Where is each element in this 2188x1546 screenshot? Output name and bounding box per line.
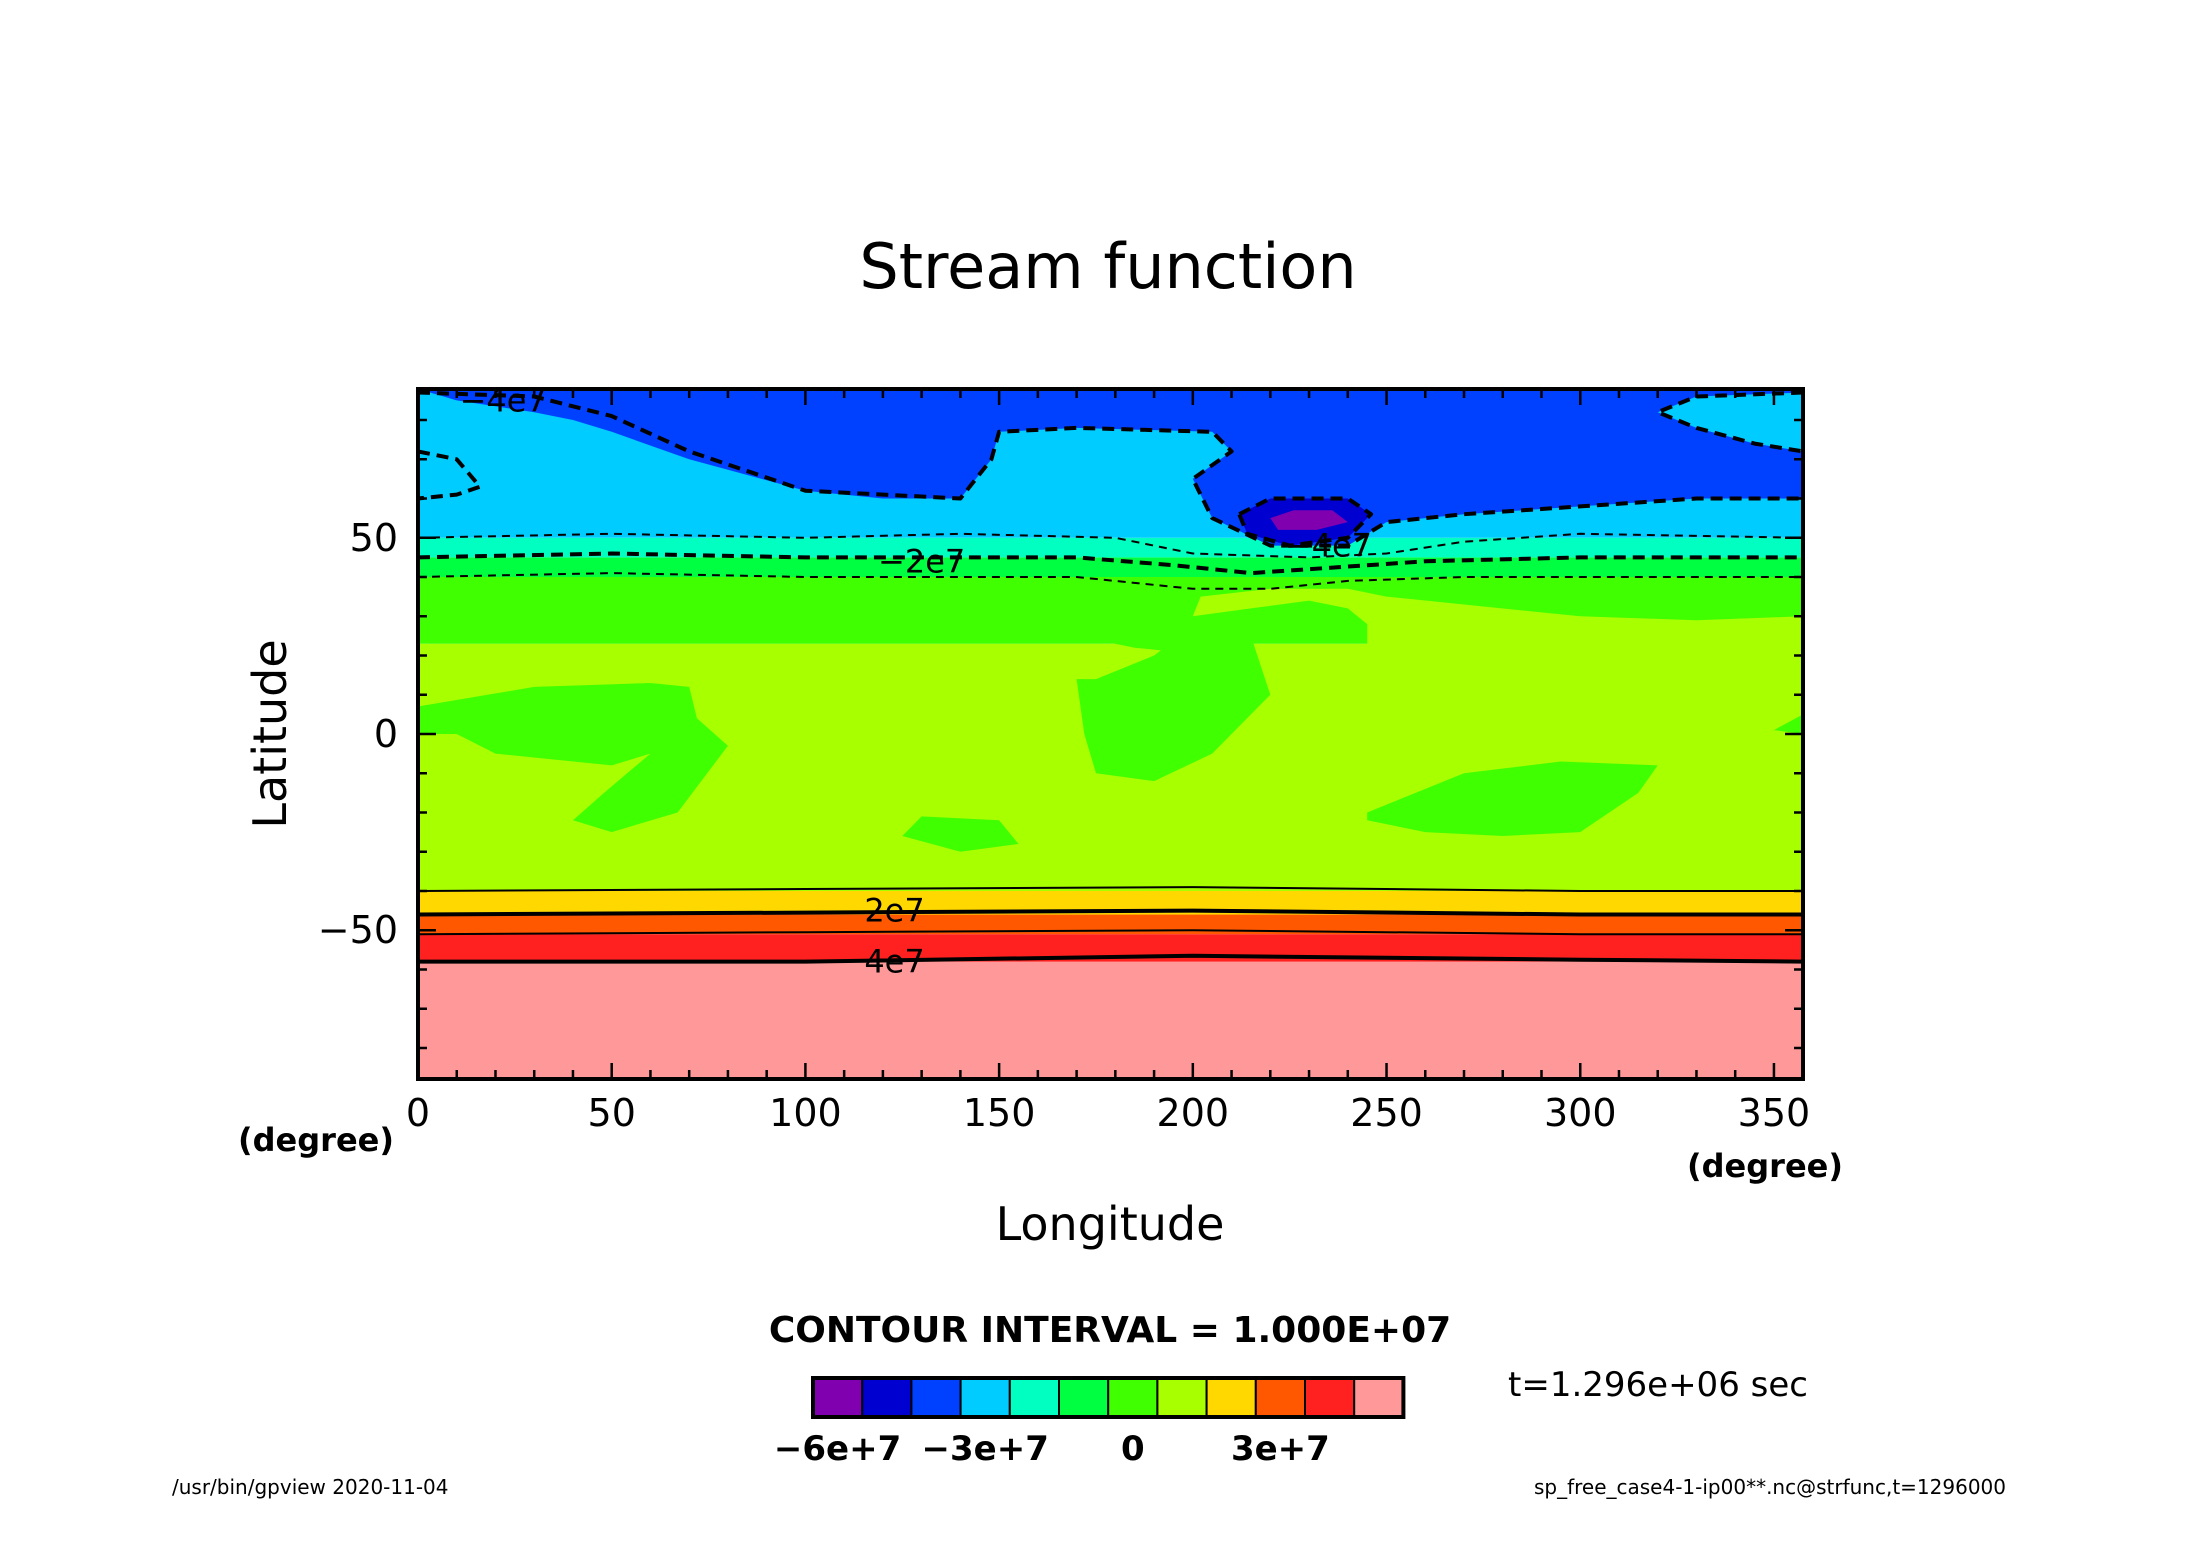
contour-region-5: [1192, 588, 1803, 668]
contour-region-7: [902, 816, 1019, 852]
contour-region-1: [418, 451, 480, 499]
chart-title: Stream function: [859, 230, 1356, 303]
x-unit-left: (degree): [238, 1121, 394, 1159]
colorbar-cell-8: [1205, 1377, 1257, 1418]
contour-label-2: −4e7: [1285, 527, 1372, 565]
contour-fills: [418, 389, 1803, 1079]
colorbar-frame: [811, 1376, 1406, 1419]
colorbar-cell-6: [1107, 1377, 1159, 1418]
colorbar: −6e+7 −3e+7 0 3e+7: [774, 1376, 1406, 1469]
axis-ticks: [416, 389, 1803, 1079]
contour-line-0: [418, 390, 1803, 548]
colorbar-tick-label: 3e+7: [1231, 1429, 1330, 1469]
contour-band-2: [418, 914, 1803, 935]
contour-label-4: 4e7: [864, 943, 924, 981]
contour-interval-label: CONTOUR INTERVAL = 1.000E+07: [769, 1310, 1451, 1351]
x-tick-label: 250: [1350, 1091, 1423, 1135]
contour-label-1: −2e7: [878, 542, 965, 580]
contour-region-0: [418, 389, 1803, 546]
contour-label-3: 2e7: [864, 892, 924, 930]
x-tick-label: 100: [769, 1091, 842, 1135]
y-axis-tick-labels: −50 0 50: [318, 516, 398, 952]
y-tick-label: 0: [374, 712, 398, 756]
y-tick-label: −50: [318, 908, 398, 952]
contour-line-9: [418, 929, 1803, 936]
x-tick-label: 50: [588, 1091, 636, 1135]
x-axis-label: Longitude: [996, 1197, 1225, 1251]
contour-line-3: [1237, 496, 1373, 548]
colorbar-cell-3: [959, 1377, 1011, 1418]
footer-right: sp_free_case4-1-ip00**.nc@strfunc,t=1296…: [1534, 1475, 2006, 1499]
time-label: t=1.296e+06 sec: [1508, 1365, 1808, 1405]
contour-line-2: [1655, 390, 1803, 454]
contour-line-4: [418, 532, 1803, 559]
contour-band-0: [418, 961, 1803, 1079]
contour-line-10: [418, 953, 1803, 964]
colorbar-cell-7: [1156, 1377, 1208, 1418]
x-tick-label: 200: [1157, 1091, 1230, 1135]
x-axis-tick-labels: 0 50 100 150 200 250 300 350: [406, 1091, 1810, 1135]
footer-left: /usr/bin/gpview 2020-11-04: [172, 1475, 449, 1499]
contour-line-5: [418, 551, 1803, 576]
contour-band-6: [418, 557, 1803, 578]
x-tick-label: 350: [1738, 1091, 1811, 1135]
contour-band-3: [418, 890, 1803, 915]
contour-lines: [418, 390, 1803, 964]
colorbar-cell-10: [1304, 1377, 1356, 1418]
contour-region-4: [1270, 510, 1348, 530]
contour-region-6: [418, 683, 728, 833]
contour-line-8: [418, 908, 1803, 917]
colorbar-tick-label: −3e+7: [922, 1429, 1049, 1469]
colorbar-tick-label: −6e+7: [774, 1429, 901, 1469]
colorbar-cell-1: [861, 1377, 913, 1418]
colorbar-cell-11: [1353, 1377, 1405, 1418]
colorbar-cell-0: [812, 1377, 864, 1418]
contour-line-1: [418, 449, 482, 501]
y-tick-label: 50: [350, 516, 398, 560]
contour-band-7: [418, 537, 1803, 558]
contour-line-7: [418, 886, 1803, 892]
contour-region-8: [1076, 616, 1271, 782]
contour-line-6: [418, 572, 1803, 590]
x-tick-label: 150: [963, 1091, 1036, 1135]
colorbar-cell-4: [1008, 1377, 1060, 1418]
x-tick-label: 300: [1544, 1091, 1617, 1135]
x-unit-right: (degree): [1687, 1147, 1843, 1185]
colorbar-tick-label: 0: [1121, 1429, 1145, 1469]
contour-region-2: [1657, 392, 1803, 452]
contour-region-10: [1773, 714, 1803, 734]
colorbar-cell-9: [1254, 1377, 1307, 1418]
x-tick-label: 0: [406, 1091, 430, 1135]
colorbar-cell-5: [1058, 1377, 1110, 1418]
colorbar-cell-2: [910, 1377, 962, 1418]
y-axis-label: Latitude: [243, 639, 297, 828]
contour-region-9: [1367, 761, 1658, 836]
